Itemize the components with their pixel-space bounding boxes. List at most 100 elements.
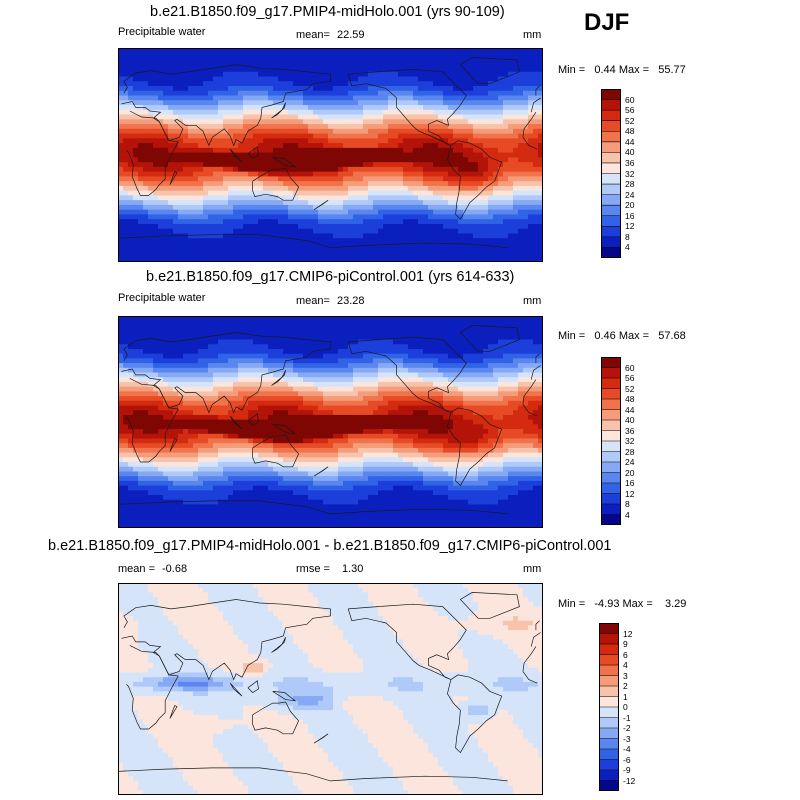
map-cell (173, 367, 179, 373)
map-cell (223, 76, 229, 82)
map-cell (463, 348, 469, 355)
map-cell (188, 339, 194, 345)
map-cell (328, 62, 334, 68)
map-cell (228, 62, 234, 68)
map-cell (133, 377, 139, 383)
map-cell (143, 109, 149, 115)
map-cell (183, 62, 189, 68)
colorbar-swatch (601, 120, 621, 132)
map-cell (263, 214, 269, 220)
map-cell (133, 71, 139, 77)
map-cell (533, 334, 539, 340)
map-cell (118, 143, 124, 149)
map-cell (193, 76, 199, 82)
map-cell (358, 133, 364, 139)
panel2-mean-label: mean= (296, 295, 330, 307)
map-cell (518, 209, 524, 215)
map-cell (478, 252, 484, 258)
map-cell (368, 257, 374, 262)
map-cell (288, 238, 294, 244)
map-cell (343, 57, 349, 63)
map-cell (443, 363, 449, 369)
map-cell (118, 90, 124, 96)
map-cell (293, 200, 299, 206)
map-cell (178, 57, 184, 63)
map-cell (483, 100, 489, 106)
map-cell (528, 358, 534, 364)
map-cell (388, 257, 394, 262)
map-cell (273, 257, 279, 262)
map-cell (273, 76, 279, 82)
map-cell (313, 185, 319, 192)
map-cell (208, 171, 214, 177)
map-cell (293, 100, 299, 106)
map-cell (358, 195, 364, 201)
map-cell (323, 105, 329, 111)
map-cell (498, 171, 504, 177)
map-cell (213, 200, 219, 206)
map-cell (328, 128, 334, 134)
map-cell (288, 353, 294, 359)
map-cell (203, 257, 209, 262)
map-cell (258, 52, 264, 58)
map-cell (168, 242, 174, 249)
map-cell (378, 209, 384, 215)
map-cell (123, 176, 129, 182)
map-cell (178, 363, 184, 369)
map-cell (288, 95, 294, 101)
map-cell (513, 114, 519, 120)
map-cell (458, 242, 464, 249)
map-cell (378, 109, 384, 115)
map-cell (423, 233, 429, 239)
map-cell (188, 152, 194, 158)
map-cell (438, 166, 444, 173)
map-cell (513, 233, 519, 239)
map-cell (188, 114, 194, 120)
map-cell (268, 143, 274, 149)
map-cell (513, 214, 519, 220)
map-cell (173, 143, 179, 149)
map-cell (333, 219, 339, 225)
map-cell (223, 190, 229, 196)
map-cell (173, 67, 179, 73)
map-cell (333, 138, 339, 144)
map-cell (298, 257, 304, 262)
map-cell (463, 330, 469, 336)
map-cell (493, 334, 499, 340)
map-cell (438, 367, 444, 373)
map-cell (253, 105, 259, 111)
map-cell (188, 81, 194, 87)
map-cell (363, 105, 369, 111)
map-cell (353, 128, 359, 134)
map-cell (353, 48, 359, 54)
map-cell (148, 334, 154, 340)
map-cell (453, 204, 459, 211)
map-cell (223, 238, 229, 244)
map-cell (263, 62, 269, 68)
map-cell (523, 325, 529, 331)
map-cell (328, 162, 334, 168)
map-cell (268, 195, 274, 201)
map-cell (258, 152, 264, 158)
map-cell (488, 348, 494, 355)
map-cell (118, 95, 124, 101)
map-cell (373, 190, 379, 196)
map-cell (163, 86, 169, 92)
map-cell (323, 219, 329, 225)
map-cell (198, 176, 204, 182)
map-cell (428, 67, 434, 73)
map-cell (128, 348, 134, 355)
map-cell (128, 105, 134, 111)
map-cell (413, 152, 419, 158)
map-cell (408, 128, 414, 134)
map-cell (353, 228, 359, 234)
map-cell (538, 252, 543, 258)
map-cell (518, 166, 524, 173)
map-cell (143, 367, 149, 373)
map-cell (228, 109, 234, 115)
map-cell (363, 124, 369, 130)
map-cell (168, 363, 174, 369)
map-cell (353, 348, 359, 355)
map-cell (218, 147, 224, 154)
map-cell (463, 48, 469, 54)
